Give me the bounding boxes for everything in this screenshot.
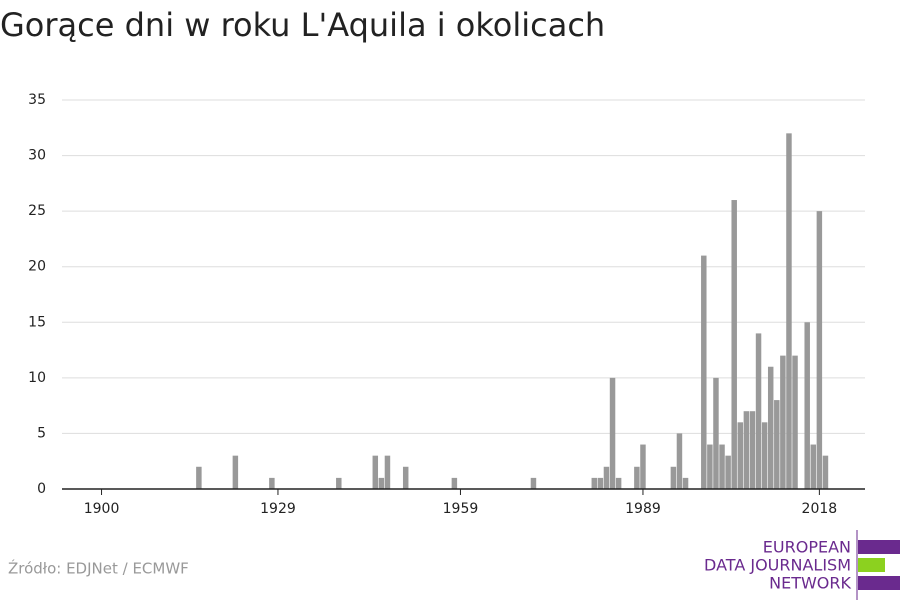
bar: [774, 400, 780, 489]
bar: [810, 444, 817, 489]
bar: [591, 477, 598, 489]
bar: [767, 366, 774, 489]
y-tick-label: 5: [37, 425, 46, 441]
y-tick-label: 20: [28, 259, 46, 275]
bar: [615, 477, 622, 489]
logo-text: NETWORK: [769, 574, 851, 593]
x-tick-label: 1959: [443, 501, 479, 517]
y-tick-label: 35: [28, 92, 46, 108]
bar: [597, 477, 604, 489]
chart-title: Gorące dni w roku L'Aquila i okolicach: [0, 6, 605, 44]
bar: [676, 433, 683, 489]
bar: [707, 444, 713, 489]
logo-text: EUROPEAN: [763, 538, 851, 557]
bar: [603, 466, 610, 489]
x-tick-label: 2018: [802, 501, 838, 517]
bar: [530, 477, 537, 489]
bar: [816, 211, 823, 489]
bar: [670, 466, 677, 489]
bar: [755, 333, 762, 489]
bar: [731, 200, 737, 489]
y-tick-label: 10: [28, 370, 46, 386]
bar: [682, 477, 689, 489]
y-tick-label: 15: [28, 314, 46, 330]
bar: [761, 422, 768, 489]
logo-bar: [858, 576, 900, 590]
bar: [792, 355, 798, 489]
bar: [402, 466, 409, 489]
bar: [372, 455, 379, 489]
logo-bar: [858, 540, 900, 554]
bar: [378, 477, 385, 489]
y-tick-label: 30: [28, 148, 46, 164]
bar: [743, 411, 750, 489]
logo-text: DATA JOURNALISM: [704, 556, 851, 575]
bar: [336, 477, 342, 489]
x-tick-label: 1929: [260, 501, 296, 517]
bar: [640, 444, 646, 489]
bar: [609, 377, 616, 489]
bar: [384, 455, 391, 489]
logo-bar: [858, 558, 885, 572]
x-tick-label: 1989: [625, 501, 661, 517]
bar: [269, 477, 275, 489]
bar: [780, 355, 786, 489]
bar: [701, 255, 707, 489]
source: Źródło: EDJNet / ECMWF: [8, 559, 189, 578]
bar: [634, 466, 640, 489]
bar: [749, 411, 756, 489]
y-tick-label: 0: [37, 481, 46, 497]
bar: [451, 477, 458, 489]
x-tick-label: 1900: [84, 501, 120, 517]
y-tick-label: 25: [28, 203, 46, 219]
bar: [196, 466, 202, 489]
bar: [822, 455, 829, 489]
bar: [737, 422, 744, 489]
bar: [804, 322, 810, 489]
bar: [786, 133, 792, 490]
bar: [719, 444, 725, 489]
bar: [232, 455, 239, 489]
bar: [725, 455, 731, 489]
bar: [713, 377, 719, 489]
